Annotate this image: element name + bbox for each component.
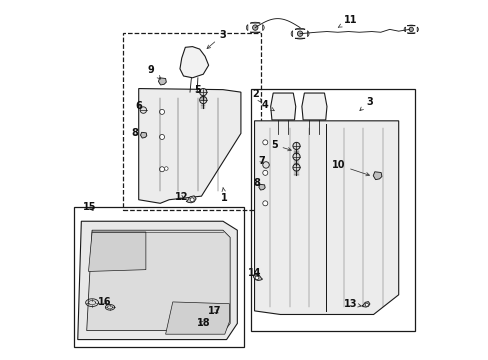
Text: 5: 5 <box>194 85 201 95</box>
Circle shape <box>255 276 258 280</box>
Polygon shape <box>158 78 166 85</box>
Text: 8: 8 <box>131 128 138 138</box>
Polygon shape <box>407 25 414 26</box>
Polygon shape <box>290 31 292 37</box>
Polygon shape <box>186 196 196 203</box>
Circle shape <box>252 25 258 30</box>
Polygon shape <box>140 132 146 138</box>
Text: 5: 5 <box>270 140 291 151</box>
Polygon shape <box>86 230 230 330</box>
Text: 7: 7 <box>258 156 264 166</box>
Polygon shape <box>254 121 398 315</box>
Polygon shape <box>253 274 262 280</box>
Bar <box>250 89 414 330</box>
Circle shape <box>292 142 300 149</box>
Circle shape <box>262 162 269 168</box>
Circle shape <box>292 164 300 171</box>
Circle shape <box>365 303 367 306</box>
Polygon shape <box>88 232 145 271</box>
Polygon shape <box>258 184 264 190</box>
Circle shape <box>262 201 267 206</box>
Text: 15: 15 <box>82 202 96 212</box>
Polygon shape <box>416 27 418 32</box>
Polygon shape <box>407 33 414 34</box>
Circle shape <box>199 89 206 96</box>
Polygon shape <box>250 22 260 23</box>
Polygon shape <box>270 93 295 120</box>
Text: 6: 6 <box>135 102 142 112</box>
Polygon shape <box>294 28 305 29</box>
Circle shape <box>292 153 300 160</box>
Circle shape <box>190 198 194 202</box>
Text: 2: 2 <box>251 89 261 102</box>
Polygon shape <box>307 31 308 37</box>
Circle shape <box>262 140 267 145</box>
Polygon shape <box>78 221 237 339</box>
Polygon shape <box>246 24 247 31</box>
Text: 17: 17 <box>208 306 222 316</box>
Text: 18: 18 <box>196 319 210 328</box>
Circle shape <box>297 31 302 36</box>
Text: 11: 11 <box>338 15 356 27</box>
Polygon shape <box>180 46 208 78</box>
Polygon shape <box>403 27 405 32</box>
Text: 1: 1 <box>221 188 228 203</box>
Polygon shape <box>165 302 229 334</box>
Circle shape <box>140 107 146 113</box>
Text: 9: 9 <box>147 64 161 79</box>
Polygon shape <box>361 302 369 307</box>
Circle shape <box>199 96 206 104</box>
Bar <box>74 207 244 347</box>
Polygon shape <box>301 93 326 120</box>
Circle shape <box>159 109 164 114</box>
Polygon shape <box>139 89 241 203</box>
Circle shape <box>262 170 267 175</box>
Text: 8: 8 <box>253 178 260 188</box>
Circle shape <box>164 167 168 170</box>
Text: 16: 16 <box>98 297 111 307</box>
Circle shape <box>159 134 164 139</box>
Circle shape <box>159 167 164 172</box>
Text: 10: 10 <box>331 160 368 176</box>
Bar <box>123 33 260 211</box>
Text: 12: 12 <box>175 192 188 202</box>
Text: 13: 13 <box>343 299 361 309</box>
Text: 3: 3 <box>206 30 226 49</box>
Polygon shape <box>250 32 260 33</box>
Text: 4: 4 <box>262 100 274 111</box>
Text: 3: 3 <box>359 97 372 111</box>
Text: 14: 14 <box>247 268 261 278</box>
Polygon shape <box>294 38 305 39</box>
Polygon shape <box>372 172 381 180</box>
Polygon shape <box>262 24 264 31</box>
Circle shape <box>408 27 412 32</box>
